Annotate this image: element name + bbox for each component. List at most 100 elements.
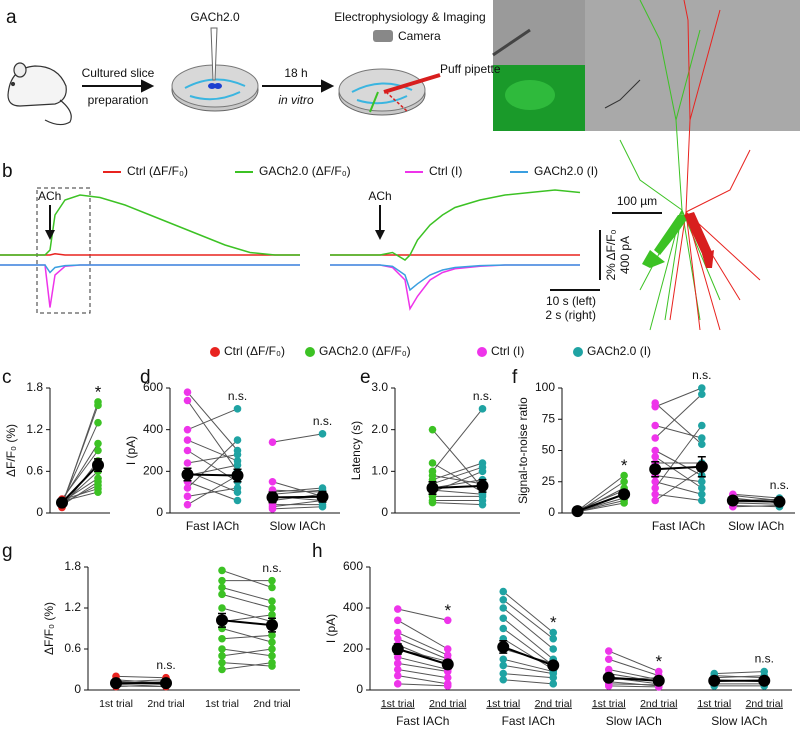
pair-line [187, 439, 238, 462]
trace [330, 189, 581, 261]
y-tick-label: 400 [143, 422, 163, 436]
pair-line [502, 607, 554, 650]
point [428, 498, 437, 507]
point [549, 628, 558, 637]
point [393, 671, 402, 680]
incubation-label: in vitro [278, 93, 314, 107]
pair-line [502, 628, 554, 666]
point [604, 647, 613, 655]
point [499, 596, 508, 604]
x-tick-label: 1st trial [381, 698, 415, 710]
mean-marker [652, 674, 665, 687]
pair-line [654, 468, 703, 501]
point [549, 645, 558, 653]
point [698, 421, 706, 430]
point [499, 604, 508, 612]
x-group-label: Slow IACh [728, 519, 784, 533]
pair-line [272, 433, 323, 443]
pair-line [502, 638, 554, 670]
pair-line [608, 683, 659, 686]
pair-line [503, 673, 554, 679]
point [183, 500, 192, 509]
mean-marker [726, 494, 739, 507]
significance: * [95, 382, 102, 401]
x-tick-label: 2nd trial [746, 698, 783, 710]
point [183, 492, 192, 501]
point [218, 658, 226, 667]
significance: * [621, 456, 628, 475]
pair-line [655, 493, 702, 501]
y-tick-label: 400 [343, 600, 363, 614]
point [478, 500, 487, 509]
point [499, 655, 508, 664]
y-tick-label: 0 [36, 505, 43, 519]
pair-line [187, 391, 238, 451]
pair-line [272, 506, 323, 510]
pair-line [732, 495, 780, 501]
y-tick-label: 2.0 [371, 422, 388, 436]
legend-marker [305, 347, 315, 357]
highlight-box [36, 187, 91, 314]
y-tick-label: 600 [143, 380, 163, 394]
setup-label: Electrophysiology & Imaging [334, 10, 485, 24]
arrow-head [375, 230, 385, 240]
x-tick-label: 1st trial [205, 698, 239, 710]
point [268, 583, 276, 592]
point [268, 576, 276, 585]
point [393, 665, 402, 674]
legend-marker [477, 347, 487, 357]
point [218, 604, 226, 612]
sensor-label: GACh2.0 [190, 10, 240, 24]
pair-line [397, 683, 448, 687]
pair-line [221, 628, 273, 643]
mean-line [432, 484, 483, 489]
event-label: ACh [38, 189, 61, 203]
point [94, 488, 102, 496]
pair-line [432, 462, 483, 493]
legend-label: GACh2.0 (I) [534, 164, 598, 178]
pair-line [272, 500, 323, 508]
significance: * [444, 601, 451, 620]
point [604, 655, 613, 664]
panel-label: e [360, 367, 371, 388]
point [499, 675, 508, 684]
point [620, 477, 628, 486]
pair-line [187, 450, 238, 483]
point [651, 402, 659, 411]
y-tick-label: 75 [542, 411, 556, 425]
y-tick-label: 1.2 [64, 600, 81, 614]
point [428, 471, 437, 480]
trace [0, 264, 300, 308]
point [183, 388, 192, 396]
point [651, 484, 659, 492]
significance: n.s. [313, 414, 332, 428]
point [698, 390, 706, 399]
point [499, 624, 508, 633]
prep-label: Cultured slice [82, 66, 155, 80]
pair-line [221, 593, 273, 609]
pipette-label: Puff pipette [440, 62, 501, 76]
point [268, 631, 276, 640]
point [549, 634, 558, 643]
mean-line [577, 493, 625, 513]
y-tick-label: 25 [542, 474, 556, 488]
point [218, 652, 226, 660]
significance: n.s. [228, 389, 247, 403]
point [183, 425, 192, 434]
legend-label: GACh2.0 (ΔF/F₀) [319, 344, 411, 358]
mean-marker [695, 460, 708, 473]
mean-marker [773, 495, 786, 508]
point [233, 436, 242, 444]
point [651, 496, 659, 505]
point [604, 682, 613, 690]
pair-line [432, 479, 483, 489]
x-group-label: Slow IACh [269, 519, 325, 533]
legend-label: GACh2.0 (I) [587, 344, 651, 358]
point [620, 471, 628, 480]
pair-line [187, 439, 238, 489]
pair-line [187, 481, 238, 501]
x-tick-label: 1st trial [99, 698, 133, 710]
legend-label: Ctrl (ΔF/F₀) [127, 164, 188, 178]
pair-line [654, 402, 703, 445]
x-tick-label: 1st trial [592, 698, 626, 710]
